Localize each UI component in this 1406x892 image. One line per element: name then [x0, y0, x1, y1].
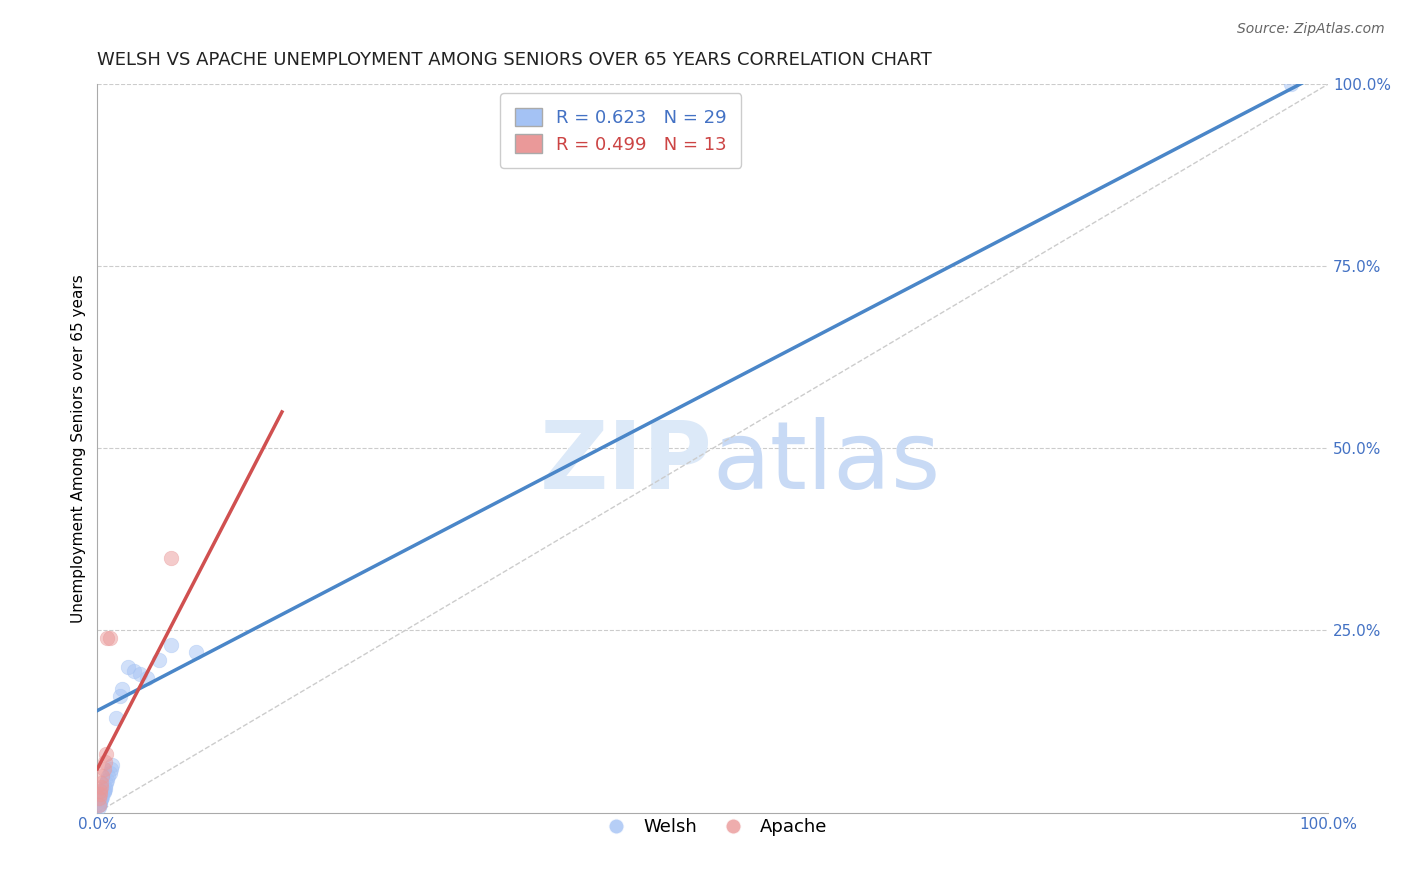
Point	[87, 791, 110, 805]
Point	[91, 789, 114, 804]
Point	[90, 776, 112, 790]
Point	[87, 798, 110, 813]
Point	[87, 799, 110, 814]
Text: WELSH VS APACHE UNEMPLOYMENT AMONG SENIORS OVER 65 YEARS CORRELATION CHART: WELSH VS APACHE UNEMPLOYMENT AMONG SENIO…	[97, 51, 932, 69]
Point	[93, 755, 115, 769]
Point	[93, 780, 115, 794]
Point	[89, 788, 111, 802]
Point	[96, 772, 118, 787]
Point	[98, 631, 121, 645]
Point	[129, 667, 152, 681]
Point	[91, 788, 114, 802]
Point	[135, 671, 157, 685]
Point	[90, 792, 112, 806]
Point	[89, 795, 111, 809]
Point	[117, 660, 139, 674]
Legend: Welsh, Apache: Welsh, Apache	[591, 811, 835, 844]
Point	[90, 780, 112, 794]
Point	[93, 783, 115, 797]
Point	[111, 681, 134, 696]
Point	[89, 797, 111, 811]
Point	[104, 711, 127, 725]
Point	[94, 747, 117, 762]
Point	[90, 791, 112, 805]
Point	[93, 785, 115, 799]
Point	[148, 652, 170, 666]
Point	[160, 550, 183, 565]
Point	[94, 776, 117, 790]
Point	[93, 762, 115, 776]
Point	[98, 765, 121, 780]
Point	[91, 769, 114, 783]
Text: Source: ZipAtlas.com: Source: ZipAtlas.com	[1237, 22, 1385, 37]
Y-axis label: Unemployment Among Seniors over 65 years: Unemployment Among Seniors over 65 years	[72, 274, 86, 623]
Point	[101, 758, 124, 772]
Point	[124, 664, 146, 678]
Point	[93, 782, 115, 797]
Point	[89, 783, 111, 797]
Text: atlas: atlas	[713, 417, 941, 509]
Point	[184, 645, 207, 659]
Point	[100, 762, 122, 776]
Point	[1279, 77, 1302, 91]
Point	[108, 689, 131, 703]
Point	[160, 638, 183, 652]
Text: ZIP: ZIP	[540, 417, 713, 509]
Point	[97, 769, 120, 783]
Point	[87, 798, 110, 813]
Point	[96, 631, 118, 645]
